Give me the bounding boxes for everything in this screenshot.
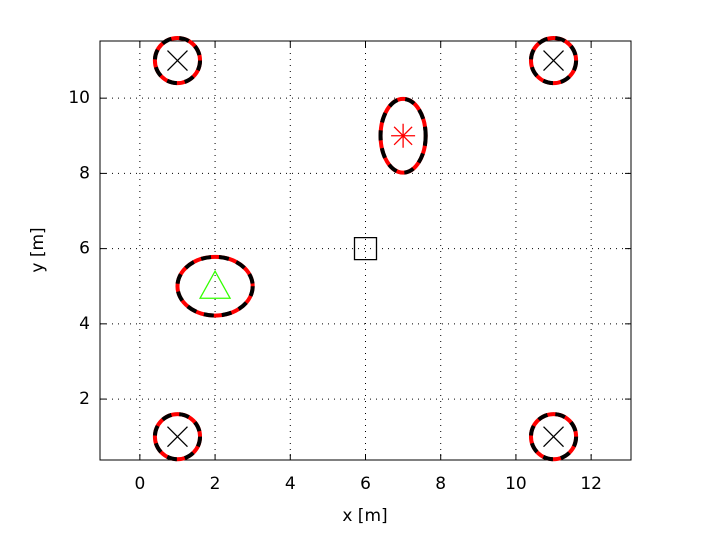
- uncertainty-ellipse-dash: [175, 254, 255, 318]
- uncertainty-ellipse-dash: [152, 35, 203, 86]
- y-tick-label: 4: [79, 314, 90, 334]
- marker-triangle: [198, 269, 232, 299]
- y-tick-label: 6: [79, 239, 90, 259]
- uncertainty-ellipse-dash: [378, 96, 428, 175]
- uncertainty-ellipse-dash: [528, 35, 579, 86]
- uncertainty-ellipse-dash: [528, 412, 579, 462]
- plot-frame: [99, 40, 632, 461]
- marker-x: [543, 50, 564, 72]
- y-tick-label: 2: [79, 389, 90, 409]
- y-tick-label: 10: [68, 88, 90, 108]
- marker-x: [167, 50, 188, 72]
- marker-asterisk: [391, 123, 416, 148]
- x-tick-label: 8: [435, 474, 446, 494]
- x-tick-label: 4: [285, 474, 296, 494]
- marker-square: [353, 236, 378, 261]
- uncertainty-ellipse-dash: [152, 412, 203, 462]
- x-tick-label: 0: [134, 474, 145, 494]
- y-tick-label: 8: [79, 163, 90, 183]
- marker-x: [167, 426, 188, 448]
- x-axis-label: x [m]: [342, 506, 387, 526]
- x-tick-label: 12: [580, 474, 602, 494]
- y-axis-label: y [m]: [28, 227, 48, 272]
- x-tick-label: 2: [210, 474, 221, 494]
- x-tick-label: 6: [360, 474, 371, 494]
- marker-x: [543, 426, 564, 448]
- x-tick-label: 10: [505, 474, 527, 494]
